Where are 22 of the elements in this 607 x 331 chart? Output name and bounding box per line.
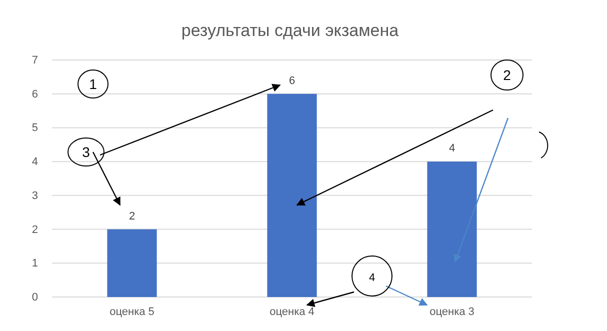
y-tick-label: 1 bbox=[32, 258, 38, 270]
annotation: 3 bbox=[82, 144, 90, 160]
bar bbox=[267, 94, 317, 297]
x-tick-label: оценка 4 bbox=[270, 306, 314, 318]
x-tick-label: оценка 3 bbox=[430, 306, 474, 318]
bar bbox=[107, 229, 157, 297]
y-tick-label: 7 bbox=[32, 54, 38, 67]
bar bbox=[427, 162, 477, 297]
data-label: 4 bbox=[448, 142, 456, 155]
annotation: 2 bbox=[503, 67, 512, 83]
y-tick-label: 5 bbox=[32, 122, 38, 134]
data-label: 2 bbox=[128, 210, 136, 222]
y-tick-label: 2 bbox=[32, 224, 38, 236]
y-tick-label: 4 bbox=[32, 156, 38, 168]
x-tick-label: оценка 5 bbox=[110, 306, 154, 318]
y-tick-label: 3 bbox=[32, 190, 38, 202]
y-tick-label: 6 bbox=[32, 88, 38, 100]
y-tick-label: 0 bbox=[32, 292, 38, 304]
chart-title: результаты сдачи экзамена bbox=[181, 21, 400, 40]
annotation: 1 bbox=[89, 76, 98, 92]
data-label: 6 bbox=[288, 74, 296, 87]
annotation: 4 bbox=[368, 272, 376, 284]
